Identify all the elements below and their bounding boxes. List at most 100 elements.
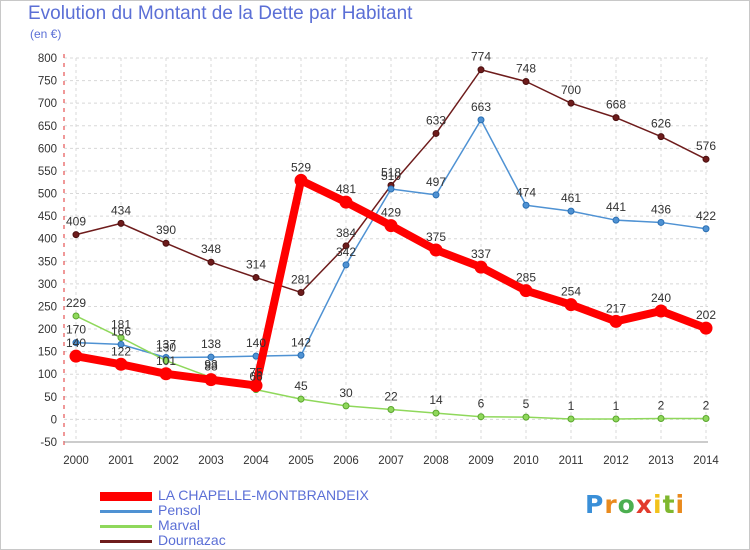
data-label-pensol: 422 <box>696 209 716 223</box>
data-label-marval: 2 <box>658 399 665 413</box>
data-label-la-chapelle-montbrandeix: 202 <box>696 308 716 322</box>
data-point-dournazac <box>567 99 575 107</box>
logo-letter: x <box>635 490 653 519</box>
logo-letter: i <box>653 490 663 519</box>
data-point-marval <box>477 413 485 421</box>
data-point-pensol <box>117 340 125 348</box>
y-tick-label: 800 <box>38 53 57 65</box>
data-label-marval: 6 <box>478 397 485 411</box>
data-point-la-chapelle-montbrandeix <box>474 260 488 274</box>
data-label-la-chapelle-montbrandeix: 75 <box>249 366 263 380</box>
y-tick-label: 250 <box>38 301 57 313</box>
y-tick-label: 150 <box>38 347 57 359</box>
data-point-marval <box>72 312 80 320</box>
data-point-pensol <box>477 116 485 124</box>
data-point-la-chapelle-montbrandeix <box>384 219 398 233</box>
data-label-la-chapelle-montbrandeix: 481 <box>336 182 356 196</box>
data-label-marval: 229 <box>66 296 86 310</box>
data-label-marval: 14 <box>429 393 443 407</box>
data-point-la-chapelle-montbrandeix <box>204 373 218 387</box>
data-point-la-chapelle-montbrandeix <box>69 349 83 363</box>
data-point-marval <box>612 415 620 423</box>
legend-label-la-chapelle-montbrandeix: LA CHAPELLE-MONTBRANDEIX <box>158 487 369 503</box>
data-point-la-chapelle-montbrandeix <box>339 195 353 209</box>
data-label-pensol: 461 <box>561 191 581 205</box>
data-point-la-chapelle-montbrandeix <box>249 379 263 393</box>
data-point-dournazac <box>252 274 260 282</box>
y-tick-label: 450 <box>38 211 57 223</box>
data-point-pensol <box>387 185 395 193</box>
data-point-dournazac <box>432 129 440 137</box>
data-point-marval <box>522 413 530 421</box>
data-label-marval: 1 <box>568 399 575 413</box>
y-tick-label: 300 <box>38 279 57 291</box>
data-point-pensol <box>567 207 575 215</box>
data-point-dournazac <box>522 77 530 85</box>
data-point-marval <box>387 405 395 413</box>
data-point-dournazac <box>612 114 620 122</box>
data-label-dournazac: 700 <box>561 83 581 97</box>
data-label-la-chapelle-montbrandeix: 429 <box>381 206 401 220</box>
data-label-marval: 1 <box>613 399 620 413</box>
x-tick-label: 2002 <box>153 455 179 467</box>
y-tick-label: 350 <box>38 256 57 268</box>
data-label-dournazac: 434 <box>111 203 131 217</box>
data-label-dournazac: 668 <box>606 98 626 112</box>
data-point-marval <box>297 395 305 403</box>
data-label-dournazac: 384 <box>336 226 356 240</box>
data-label-la-chapelle-montbrandeix: 529 <box>291 160 311 174</box>
data-label-pensol: 497 <box>426 175 446 189</box>
data-point-dournazac <box>702 155 710 163</box>
chart-unit: (en €) <box>30 27 62 41</box>
data-point-marval <box>162 357 170 365</box>
data-point-dournazac <box>162 239 170 247</box>
data-label-marval: 93 <box>204 357 218 371</box>
data-point-la-chapelle-montbrandeix <box>159 367 173 381</box>
data-label-dournazac: 748 <box>516 61 536 75</box>
data-label-dournazac: 633 <box>426 113 446 127</box>
data-label-la-chapelle-montbrandeix: 122 <box>111 344 131 358</box>
data-point-la-chapelle-montbrandeix <box>564 298 578 312</box>
data-point-la-chapelle-montbrandeix <box>609 314 623 328</box>
y-tick-label: 0 <box>51 414 57 426</box>
data-point-dournazac <box>657 133 665 141</box>
logo-letter: t <box>662 490 676 519</box>
legend-swatch-pensol <box>100 509 152 513</box>
data-label-dournazac: 390 <box>156 223 176 237</box>
data-point-dournazac <box>297 288 305 296</box>
data-label-la-chapelle-montbrandeix: 140 <box>66 336 86 350</box>
data-point-marval <box>657 415 665 423</box>
data-point-la-chapelle-montbrandeix <box>429 243 443 257</box>
data-label-pensol: 138 <box>201 337 221 351</box>
brand-logo: Proxiti <box>585 490 685 519</box>
data-label-marval: 181 <box>111 318 131 332</box>
data-label-marval: 22 <box>384 389 398 403</box>
logo-letter: r <box>604 490 618 519</box>
data-label-la-chapelle-montbrandeix: 240 <box>651 291 671 305</box>
data-point-la-chapelle-montbrandeix <box>294 173 308 187</box>
y-tick-label: 600 <box>38 143 57 155</box>
y-tick-label: 200 <box>38 324 57 336</box>
data-point-dournazac <box>117 219 125 227</box>
y-tick-label: 100 <box>38 369 57 381</box>
data-label-la-chapelle-montbrandeix: 88 <box>204 360 218 374</box>
legend-label-marval: Marval <box>158 517 201 533</box>
data-point-pensol <box>207 353 215 361</box>
data-label-la-chapelle-montbrandeix: 337 <box>471 247 491 261</box>
data-point-marval <box>117 334 125 342</box>
data-label-dournazac: 348 <box>201 242 221 256</box>
data-label-dournazac: 409 <box>66 215 86 229</box>
logo-letter: i <box>675 490 686 519</box>
data-label-dournazac: 576 <box>696 139 716 153</box>
y-tick-label: 500 <box>38 189 57 201</box>
data-point-marval <box>567 415 575 423</box>
y-tick-label: 650 <box>38 121 57 133</box>
x-tick-label: 2012 <box>603 455 629 467</box>
data-label-marval: 30 <box>339 386 353 400</box>
x-tick-label: 2009 <box>468 455 494 467</box>
x-tick-label: 2001 <box>108 455 134 467</box>
data-label-pensol: 142 <box>291 335 311 349</box>
x-tick-label: 2008 <box>423 455 449 467</box>
data-point-dournazac <box>342 242 350 250</box>
